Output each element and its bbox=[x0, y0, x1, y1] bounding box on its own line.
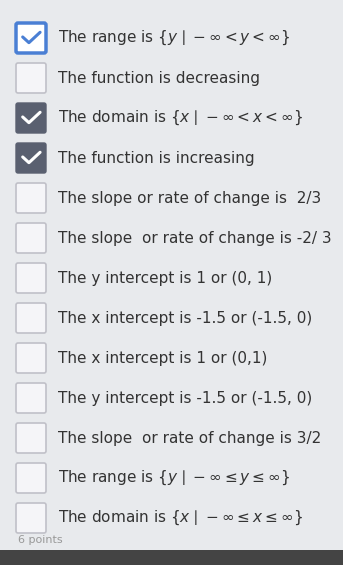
Text: The function is increasing: The function is increasing bbox=[58, 150, 255, 166]
Text: The y intercept is 1 or (0, 1): The y intercept is 1 or (0, 1) bbox=[58, 271, 272, 285]
FancyBboxPatch shape bbox=[16, 503, 46, 533]
FancyBboxPatch shape bbox=[16, 103, 46, 133]
FancyBboxPatch shape bbox=[16, 263, 46, 293]
Bar bbox=[0, 550, 343, 565]
Text: The x intercept is 1 or (0,1): The x intercept is 1 or (0,1) bbox=[58, 350, 268, 366]
FancyBboxPatch shape bbox=[16, 23, 46, 53]
Text: The function is decreasing: The function is decreasing bbox=[58, 71, 260, 85]
Text: The x intercept is -1.5 or (-1.5, 0): The x intercept is -1.5 or (-1.5, 0) bbox=[58, 311, 312, 325]
FancyBboxPatch shape bbox=[16, 143, 46, 173]
FancyBboxPatch shape bbox=[16, 183, 46, 213]
Text: The slope  or rate of change is 3/2: The slope or rate of change is 3/2 bbox=[58, 431, 321, 445]
Text: The domain is $\{x\mid -\infty \leq x \leq \infty\}$: The domain is $\{x\mid -\infty \leq x \l… bbox=[58, 509, 303, 527]
FancyBboxPatch shape bbox=[16, 303, 46, 333]
Text: The range is $\{y\mid -\infty < y < \infty\}$: The range is $\{y\mid -\infty < y < \inf… bbox=[58, 29, 290, 47]
FancyBboxPatch shape bbox=[16, 223, 46, 253]
Text: The range is $\{y\mid -\infty \leq y \leq \infty\}$: The range is $\{y\mid -\infty \leq y \le… bbox=[58, 469, 290, 487]
FancyBboxPatch shape bbox=[16, 383, 46, 413]
Text: The y intercept is -1.5 or (-1.5, 0): The y intercept is -1.5 or (-1.5, 0) bbox=[58, 390, 312, 406]
Text: The domain is $\{x\mid -\infty < x < \infty\}$: The domain is $\{x\mid -\infty < x < \in… bbox=[58, 109, 303, 127]
Text: 6 points: 6 points bbox=[18, 535, 63, 545]
FancyBboxPatch shape bbox=[16, 463, 46, 493]
Text: The slope or rate of change is  2/3: The slope or rate of change is 2/3 bbox=[58, 190, 321, 206]
FancyBboxPatch shape bbox=[16, 423, 46, 453]
FancyBboxPatch shape bbox=[16, 63, 46, 93]
Text: The slope  or rate of change is -2/ 3: The slope or rate of change is -2/ 3 bbox=[58, 231, 332, 246]
FancyBboxPatch shape bbox=[16, 343, 46, 373]
